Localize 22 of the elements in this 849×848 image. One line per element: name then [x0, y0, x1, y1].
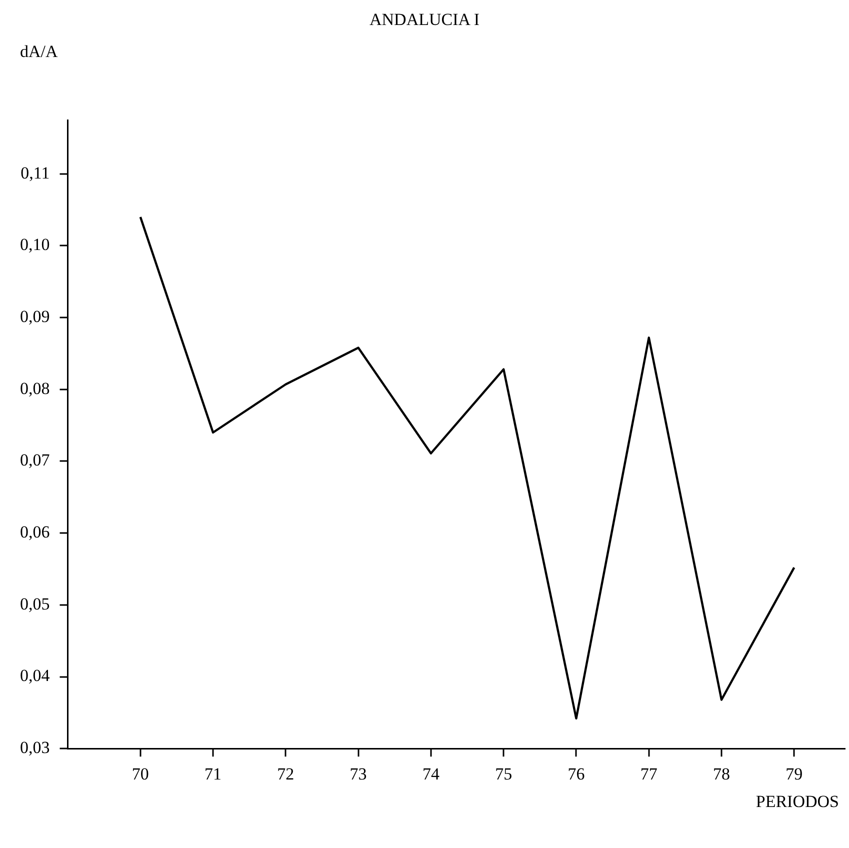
y-tick-label: 0,04 [20, 666, 50, 686]
y-tick-label: 0,06 [20, 522, 50, 542]
x-tick-label: 76 [568, 764, 585, 784]
x-tick-label: 78 [713, 764, 730, 784]
y-tick-label: 0,11 [20, 163, 50, 182]
x-tick-label: 70 [132, 764, 149, 784]
y-tick-label: 0,03 [20, 738, 50, 758]
x-tick-label: 74 [422, 764, 440, 784]
chart-title: ANDALUCIA I [368, 10, 481, 30]
x-tick-label: 71 [204, 764, 222, 784]
x-tick-label: 77 [640, 764, 658, 784]
y-tick-label: 0,05 [20, 594, 50, 614]
x-axis-title: PERIODOS [756, 792, 839, 812]
x-tick-label: 79 [786, 764, 803, 784]
y-axis-title: dA/A [20, 42, 58, 62]
x-tick-label: 73 [350, 764, 367, 784]
y-tick-label: 0,07 [20, 450, 50, 470]
y-tick-label: 0,09 [20, 307, 50, 326]
y-tick-label: 0,08 [20, 378, 50, 398]
x-tick-label: 75 [495, 764, 512, 784]
y-tick-label: 0,10 [20, 235, 50, 254]
x-tick-label: 72 [277, 764, 294, 784]
